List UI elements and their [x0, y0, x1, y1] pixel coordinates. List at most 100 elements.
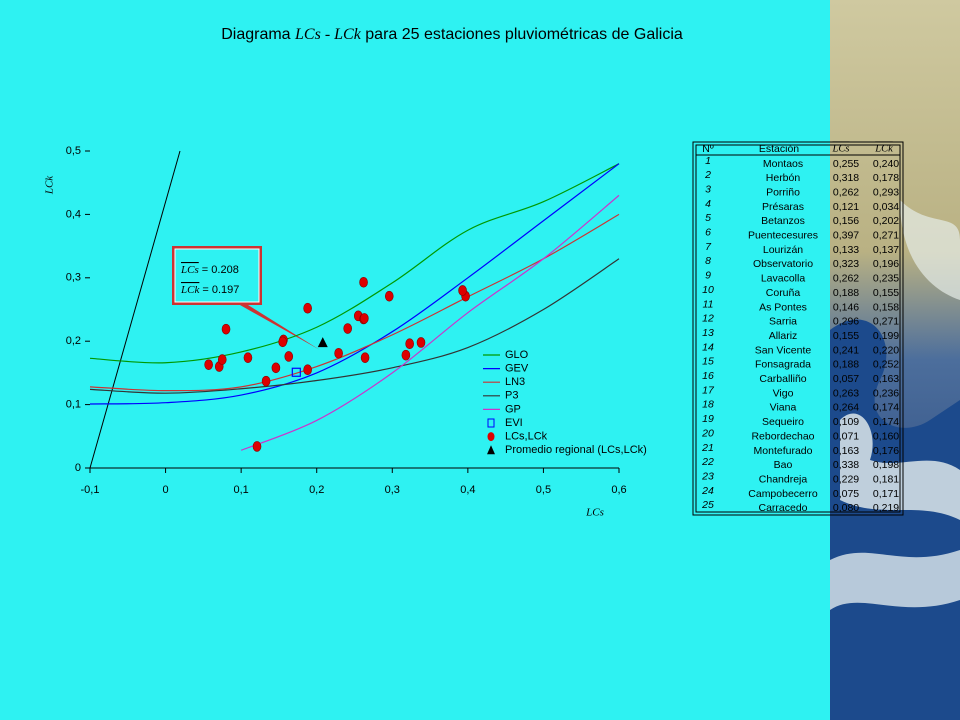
station-point	[343, 323, 352, 334]
table-cell: 0,071	[833, 430, 859, 442]
annotation-lck: LCk = 0.197	[180, 284, 239, 296]
table-cell: 0,176	[873, 445, 899, 457]
curve-gp	[240, 194, 620, 451]
x-tick-label: 0,2	[309, 484, 324, 496]
chart-title: Diagrama LCs - LCk para 25 estaciones pl…	[221, 26, 683, 44]
table-header: Estación	[759, 143, 799, 155]
legend-label: LN3	[505, 376, 525, 388]
row-number: 4	[705, 198, 711, 210]
table-cell: 0,160	[873, 430, 899, 442]
x-tick-label: 0,4	[460, 484, 475, 496]
row-number: 17	[702, 384, 715, 396]
table-cell: Sarria	[769, 316, 797, 328]
regional-mean-point	[317, 337, 328, 348]
row-number: 10	[702, 284, 714, 296]
row-number: 1	[705, 155, 711, 167]
table-cell: 0,155	[833, 330, 859, 342]
table-cell: 0,240	[873, 158, 899, 170]
table-cell: 0,229	[833, 473, 859, 485]
row-number: 21	[701, 442, 714, 454]
row-number: 2	[704, 169, 711, 181]
table-cell: 0,174	[873, 416, 899, 428]
row-number: 5	[705, 212, 711, 224]
row-number: 13	[702, 327, 714, 339]
table-cell: 0,121	[833, 201, 859, 213]
row-number: 3	[705, 183, 711, 195]
station-point	[360, 313, 369, 324]
table-cell: 0,262	[833, 273, 859, 285]
table-cell: Observatorio	[753, 258, 813, 270]
table-cell: Lavacolla	[761, 273, 806, 285]
table-cell: 0,323	[833, 258, 859, 270]
station-point	[261, 375, 271, 387]
table-cell: 0,188	[833, 359, 859, 371]
table-cell: Présaras	[762, 201, 804, 213]
table-cell: 0,219	[873, 502, 899, 514]
row-number: 25	[701, 499, 714, 511]
table-cell: Puentecesures	[748, 230, 818, 242]
x-axis-label: LCs	[585, 507, 604, 519]
table-cell: 0,252	[873, 359, 899, 371]
table-cell: Carracedo	[758, 502, 807, 514]
table-cell: Sequeiro	[762, 416, 804, 428]
table-cell: 0,133	[833, 244, 859, 256]
table-cell: 0,263	[833, 387, 859, 399]
table-cell: Coruña	[766, 287, 801, 299]
table-cell: 0,155	[873, 287, 899, 299]
y-axis-label: LCk	[44, 175, 56, 195]
table-cell: 0,163	[833, 445, 859, 457]
y-tick-label: 0,1	[66, 399, 81, 411]
station-point	[221, 323, 231, 335]
legend-label: P3	[505, 390, 518, 402]
legend-swatch	[487, 445, 495, 455]
table-cell: 0,188	[833, 287, 859, 299]
table-header: Nº	[702, 143, 714, 155]
station-point	[405, 338, 414, 350]
table-cell: 0,075	[833, 488, 859, 500]
row-number: 11	[703, 298, 714, 310]
table-cell: Lourizán	[763, 244, 803, 256]
x-tick-label: -0,1	[81, 484, 100, 496]
table-cell: 0,057	[833, 373, 859, 385]
table-cell: 0,080	[833, 502, 859, 514]
table-cell: 0,220	[873, 344, 899, 356]
station-point	[243, 352, 253, 363]
station-point	[284, 351, 294, 362]
y-tick-label: 0,4	[66, 208, 81, 220]
table-cell: Porriño	[766, 186, 800, 198]
row-number: 7	[705, 241, 712, 253]
table	[692, 141, 904, 516]
station-point	[401, 349, 411, 361]
y-tick-label: 0,5	[66, 145, 81, 157]
row-number: 8	[705, 255, 711, 267]
x-tick-label: 0,6	[611, 484, 626, 496]
table-cell: Fonsagrada	[755, 359, 811, 371]
row-number: 6	[705, 227, 711, 239]
y-tick-label: 0,2	[66, 335, 81, 347]
station-point	[416, 337, 426, 348]
station-point	[217, 354, 227, 365]
legend-label: EVI	[505, 417, 523, 429]
table-cell: 0,271	[873, 230, 899, 242]
x-tick-label: 0,1	[233, 484, 248, 496]
station-point	[359, 276, 368, 288]
table-cell: 0,196	[873, 258, 899, 270]
curve-glo	[89, 163, 620, 364]
y-axis	[89, 150, 181, 469]
table-cell: 0,264	[833, 402, 859, 414]
table-cell: 0,296	[833, 316, 859, 328]
annotation-lcs: LCs = 0.208	[180, 264, 239, 276]
table-cell: Campobecerro	[748, 488, 818, 500]
station-point	[252, 441, 262, 452]
legend-label: GP	[505, 403, 521, 415]
table-cell: Viana	[770, 402, 797, 414]
table-cell: San Vicente	[755, 344, 812, 356]
y-tick-label: 0,3	[66, 272, 81, 284]
y-tick-label: 0	[75, 462, 81, 474]
table-cell: Bao	[774, 459, 793, 471]
legend-swatch	[487, 432, 495, 442]
legend-label: GEV	[505, 363, 529, 375]
table-cell: 0,397	[833, 230, 859, 242]
row-number: 16	[702, 370, 714, 382]
